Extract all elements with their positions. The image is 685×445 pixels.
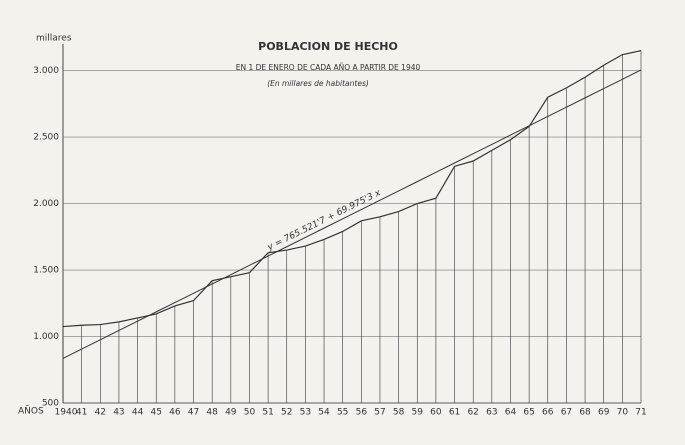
x-tick-label: 55: [337, 408, 348, 418]
y-axis-label: millares: [36, 34, 72, 44]
y-tick-label: 1.500: [33, 266, 59, 276]
x-tick-label: 1940: [55, 408, 78, 418]
x-tick-label: 58: [393, 408, 405, 418]
x-tick-label: 60: [430, 408, 442, 418]
x-tick-label: 41: [76, 408, 87, 418]
x-tick-label: 52: [281, 408, 292, 418]
x-tick-label: 67: [561, 408, 572, 418]
x-tick-label: 45: [150, 408, 161, 418]
x-tick-label: 61: [449, 408, 460, 418]
x-tick-label: 50: [244, 408, 256, 418]
x-tick-label: 47: [188, 408, 199, 418]
chart-subtitle: EN 1 DE ENERO DE CADA AÑO A PARTIR DE 19…: [236, 63, 421, 72]
x-tick-label: 66: [542, 408, 554, 418]
y-tick-label: 2.500: [33, 133, 59, 143]
x-tick-label: 64: [505, 408, 517, 418]
x-tick-label: 70: [617, 408, 629, 418]
x-tick-label: 71: [635, 408, 646, 418]
x-tick-label: 46: [169, 408, 181, 418]
y-tick-label: 500: [42, 399, 59, 409]
chart-title: POBLACION DE HECHO: [258, 40, 398, 53]
y-tick-label: 2.000: [33, 199, 59, 209]
x-axis-label: AÑOS: [18, 406, 44, 417]
data-line: [62, 69, 642, 359]
y-tick-label: 3.000: [33, 66, 59, 76]
x-tick-label: 54: [318, 408, 330, 418]
x-tick-label: 49: [225, 408, 237, 418]
x-tick-label: 65: [523, 408, 534, 418]
x-tick-label: 69: [598, 408, 610, 418]
x-tick-label: 63: [486, 408, 497, 418]
x-tick-label: 62: [467, 408, 478, 418]
x-tick-label: 57: [374, 408, 385, 418]
x-tick-label: 42: [95, 408, 106, 418]
y-tick-label: 1.000: [33, 332, 59, 342]
x-tick-label: 53: [300, 408, 311, 418]
chart-note: (En millares de habitantes): [267, 79, 369, 88]
x-tick-label: 56: [356, 408, 368, 418]
x-tick-label: 48: [206, 408, 218, 418]
x-tick-label: 43: [113, 408, 124, 418]
data-line: [62, 50, 642, 328]
x-tick-label: 44: [132, 408, 144, 418]
x-tick-label: 68: [579, 408, 591, 418]
x-tick-label: 59: [412, 408, 424, 418]
x-tick-label: 51: [262, 408, 273, 418]
